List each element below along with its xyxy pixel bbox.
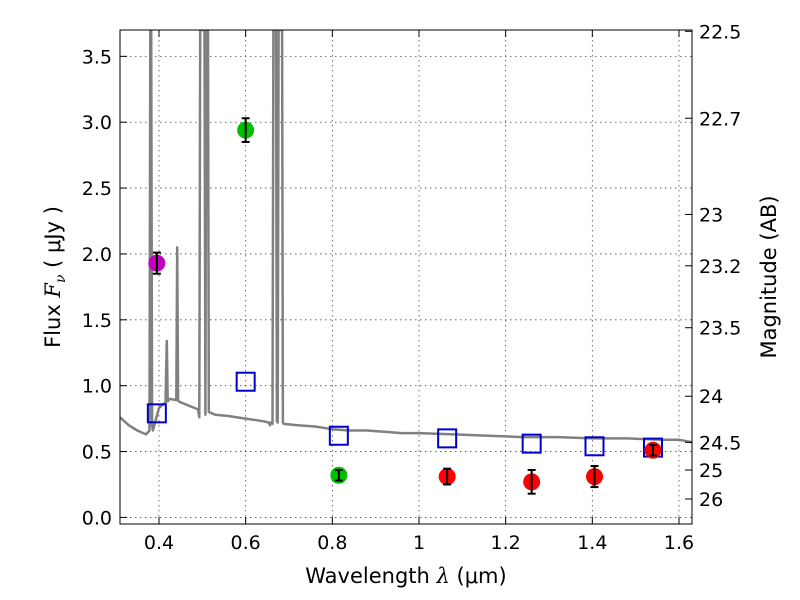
y-tick-label: 1.0: [82, 376, 112, 398]
x-axis-title-unit: (μm): [450, 564, 507, 588]
model-point: [146, 403, 167, 424]
data-marks-layer: [146, 117, 663, 495]
y-tick-label: 0.0: [82, 507, 112, 529]
y2-tick-label: 24: [699, 386, 723, 408]
y-axis-title-subscript: ν: [53, 274, 69, 283]
x-tick-label: 1.4: [577, 532, 607, 554]
y2-tick-label: 24.5: [699, 432, 741, 454]
model-point: [584, 436, 605, 457]
axis-ticks: 0.4 0.6 0.8 1 1.2 1.4 1.6 0.0 0.5 1.0 1.5 2.0 2.5 3.0…: [82, 21, 742, 554]
y-tick-label: 2.0: [82, 244, 112, 266]
y-tick-label: 1.5: [82, 310, 112, 332]
x-axis-title: Wavelength λ (μm): [305, 564, 506, 588]
y-axis-title: Flux Fν ( μJy ): [41, 206, 69, 348]
y2-tick-label: 26: [699, 489, 723, 511]
y-tick-label: 3.5: [82, 46, 112, 68]
y-axis-title-symbol: F: [41, 282, 65, 299]
model-point: [521, 433, 542, 454]
x-tick-label: 0.8: [317, 532, 347, 554]
model-point: [328, 425, 349, 446]
y2-tick-label: 23.2: [699, 256, 741, 278]
y2-tick-label: 22.5: [699, 21, 741, 43]
model-point: [437, 428, 458, 449]
x-tick-label: 1: [413, 532, 425, 554]
y2-tick-label: 22.7: [699, 108, 741, 130]
x-axis-title-symbol: λ: [436, 564, 450, 588]
model-spectrum-layer: [120, 30, 692, 444]
model-spectrum-line: [120, 30, 692, 444]
x-axis-title-prefix: Wavelength: [305, 564, 436, 588]
grid-lines: [120, 30, 692, 524]
x-tick-label: 0.4: [144, 532, 174, 554]
y-axis-title-unit: ( μJy ): [41, 206, 65, 274]
y-tick-label: 0.5: [82, 442, 112, 464]
y2-axis-title: Magnitude (AB): [757, 195, 781, 358]
plot-frame: [119, 29, 693, 525]
y-axis-title-prefix: Flux: [41, 298, 65, 348]
x-tick-label: 1.2: [491, 532, 521, 554]
y-tick-label: 2.5: [82, 178, 112, 200]
y-tick-label: 3.0: [82, 112, 112, 134]
y2-tick-label: 23.5: [699, 318, 741, 340]
x-tick-label: 1.6: [664, 532, 694, 554]
y2-tick-label: 25: [699, 460, 723, 482]
y2-tick-label: 23: [699, 204, 723, 226]
model-point: [235, 371, 256, 392]
x-tick-label: 0.6: [231, 532, 261, 554]
